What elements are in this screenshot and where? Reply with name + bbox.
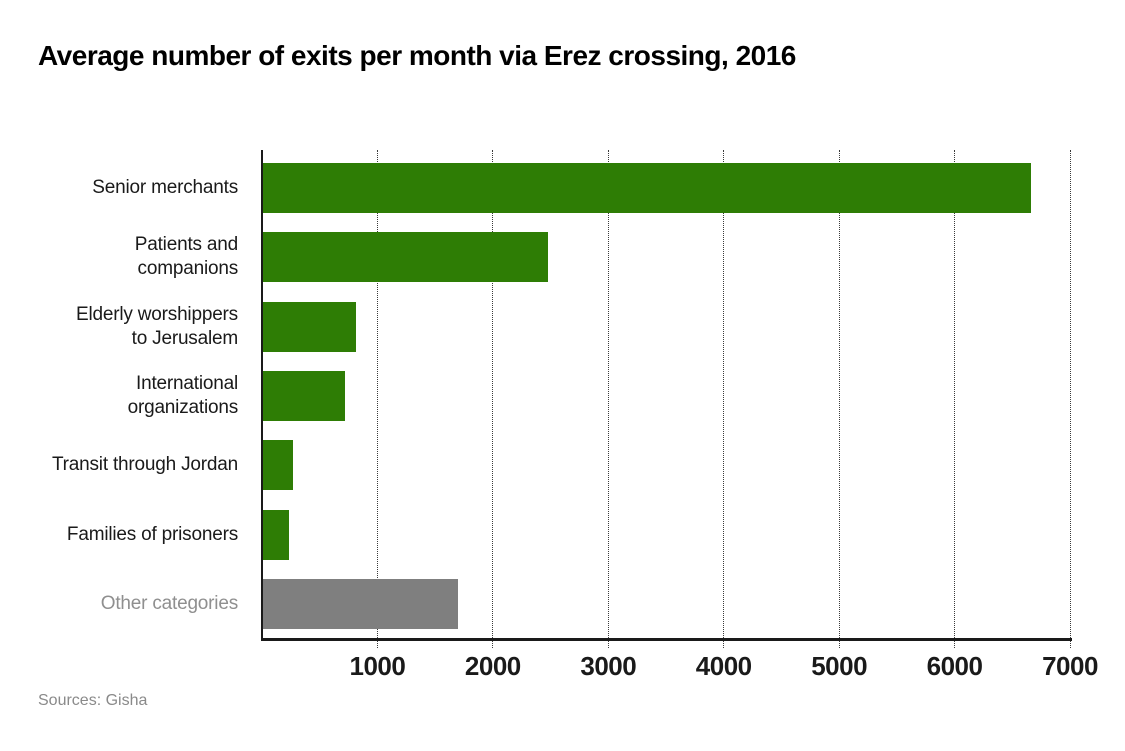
gridline-x-1000: [376, 150, 378, 648]
source-note: Sources: Gisha: [38, 692, 148, 709]
bar-other-categories: [263, 578, 459, 629]
x-tick-label-7000: 7000: [1042, 651, 1098, 681]
bar-senior-merchants: [263, 163, 1031, 213]
gridline-x-5000: [838, 150, 840, 648]
category-label-other-categories: Other categories: [100, 592, 238, 614]
category-label-international-organizations: International organizations: [127, 372, 239, 418]
plot-area: 1000 2000 3000 4000 5000 6000 7000: [262, 150, 1098, 681]
x-tick-label-6000: 6000: [926, 651, 983, 681]
category-label-transit-through-jordan: Transit through Jordan: [51, 454, 238, 476]
x-tick-label-4000: 4000: [695, 651, 752, 681]
gridline-x-4000: [723, 150, 725, 648]
category-label-families-of-prisoners: Families of prisoners: [66, 523, 238, 545]
x-tick-label-3000: 3000: [580, 651, 637, 681]
category-label-senior-merchants: Senior merchants: [92, 177, 238, 198]
bar-elderly-worshippers-to-jerusalem: [263, 301, 357, 352]
x-tick-label-1000: 1000: [349, 651, 406, 681]
chart-title: Average number of exits per month via Er…: [38, 40, 796, 71]
bar-transit-through-jordan: [263, 440, 293, 491]
y-axis-line: [261, 150, 263, 641]
x-axis-line: [261, 638, 1072, 641]
gridline-x-2000: [492, 150, 494, 648]
category-label-elderly-worshippers-to-jerusalem: Elderly worshippers to Jerusalem: [76, 303, 238, 349]
gridline-x-3000: [607, 150, 609, 648]
bar-families-of-prisoners: [263, 509, 289, 560]
bar-international-organizations: [263, 370, 345, 421]
category-label-patients-and-companions: Patients and companions: [134, 234, 238, 280]
bar-patients-and-companions: [263, 232, 549, 283]
gridline-x-6000: [954, 150, 956, 648]
x-tick-label-5000: 5000: [811, 651, 868, 681]
x-tick-label-2000: 2000: [464, 651, 521, 681]
gridline-x-7000: [1069, 150, 1071, 648]
